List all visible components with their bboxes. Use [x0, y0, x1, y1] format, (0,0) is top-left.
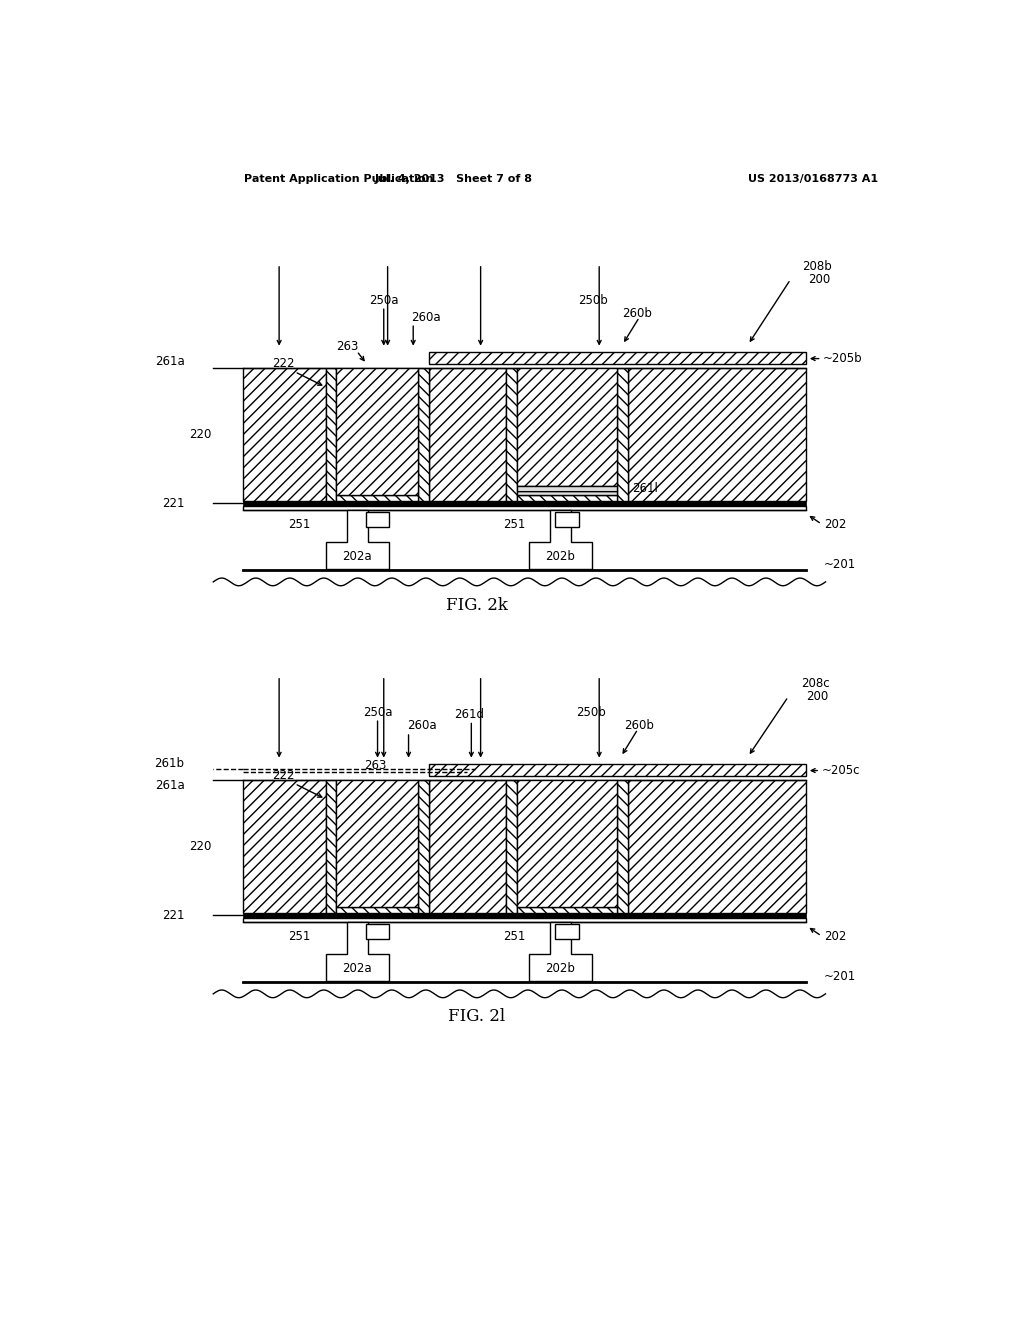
Text: 251: 251: [288, 517, 310, 531]
Bar: [243, 502, 806, 507]
Polygon shape: [326, 923, 389, 981]
Bar: [628, 368, 806, 502]
Text: 260o: 260o: [552, 413, 582, 425]
Bar: [418, 368, 429, 502]
Text: 252: 252: [366, 925, 388, 939]
Text: 251: 251: [503, 929, 525, 942]
Text: Patent Application Publication: Patent Application Publication: [245, 174, 434, 185]
Bar: [517, 495, 617, 502]
Text: ~205c: ~205c: [821, 764, 860, 777]
Bar: [337, 495, 418, 502]
Text: 202: 202: [824, 929, 846, 942]
Text: FIG. 2k: FIG. 2k: [445, 597, 508, 614]
Bar: [429, 368, 506, 502]
Bar: [617, 368, 628, 502]
Bar: [555, 924, 579, 940]
Text: ~201: ~201: [824, 970, 856, 982]
Bar: [506, 780, 517, 913]
Bar: [429, 780, 506, 913]
Text: 261a: 261a: [155, 779, 184, 792]
Bar: [517, 486, 617, 495]
Text: 251: 251: [288, 929, 310, 942]
Text: 200: 200: [809, 273, 830, 286]
Text: 251: 251: [503, 517, 525, 531]
Text: 220: 220: [189, 840, 212, 853]
Bar: [326, 780, 337, 913]
Bar: [337, 907, 418, 913]
Text: 208c: 208c: [801, 677, 829, 690]
Text: 208b: 208b: [802, 260, 831, 273]
Text: Jul. 4, 2013   Sheet 7 of 8: Jul. 4, 2013 Sheet 7 of 8: [375, 174, 532, 185]
Bar: [243, 919, 806, 923]
Text: 263: 263: [337, 339, 359, 352]
Text: ~201: ~201: [824, 557, 856, 570]
Text: FIG. 2l: FIG. 2l: [449, 1008, 505, 1026]
Text: 261d: 261d: [454, 708, 484, 721]
Bar: [366, 924, 389, 940]
Bar: [617, 780, 628, 913]
Text: 220: 220: [189, 428, 212, 441]
Text: 260o: 260o: [362, 829, 392, 841]
Bar: [243, 913, 806, 919]
Text: 221: 221: [162, 908, 184, 921]
Text: 250a: 250a: [369, 293, 398, 306]
Text: 222: 222: [271, 358, 294, 371]
Text: 250a: 250a: [364, 705, 393, 718]
Text: 202b: 202b: [546, 962, 575, 975]
Text: 200: 200: [806, 690, 828, 704]
Polygon shape: [326, 511, 389, 569]
Text: 250b: 250b: [579, 293, 608, 306]
Text: 261b: 261b: [155, 758, 184, 770]
Bar: [517, 907, 617, 913]
Bar: [429, 352, 806, 364]
Text: 202: 202: [824, 517, 846, 531]
Bar: [418, 780, 429, 913]
Text: 260o: 260o: [362, 416, 392, 429]
Text: 263: 263: [365, 759, 387, 772]
Text: 260a: 260a: [411, 312, 440, 325]
Text: 260b: 260b: [623, 308, 652, 321]
Text: 250b: 250b: [577, 705, 606, 718]
Text: 222: 222: [271, 770, 294, 783]
Text: 261l: 261l: [632, 482, 657, 495]
Text: 202b: 202b: [546, 550, 575, 564]
Text: 202a: 202a: [343, 962, 372, 975]
Bar: [337, 368, 418, 495]
Text: 261a: 261a: [155, 355, 184, 368]
Bar: [628, 780, 806, 913]
Text: 260o: 260o: [552, 829, 582, 841]
Text: 252: 252: [556, 513, 579, 527]
Bar: [517, 368, 617, 486]
Text: 252: 252: [556, 925, 579, 939]
Bar: [243, 780, 326, 913]
Bar: [326, 368, 337, 502]
Bar: [429, 764, 806, 776]
Text: ~205b: ~205b: [822, 352, 862, 366]
Polygon shape: [528, 511, 592, 569]
Bar: [243, 368, 326, 502]
Bar: [243, 507, 806, 511]
Bar: [337, 780, 418, 907]
Text: 260b: 260b: [624, 719, 654, 733]
Bar: [517, 780, 617, 907]
Text: 221: 221: [162, 496, 184, 510]
Bar: [366, 512, 389, 527]
Text: 252: 252: [366, 513, 388, 527]
Bar: [555, 512, 579, 527]
Text: 202a: 202a: [343, 550, 372, 564]
Text: 260a: 260a: [407, 719, 436, 733]
Text: US 2013/0168773 A1: US 2013/0168773 A1: [748, 174, 879, 185]
Bar: [506, 368, 517, 502]
Polygon shape: [528, 923, 592, 981]
